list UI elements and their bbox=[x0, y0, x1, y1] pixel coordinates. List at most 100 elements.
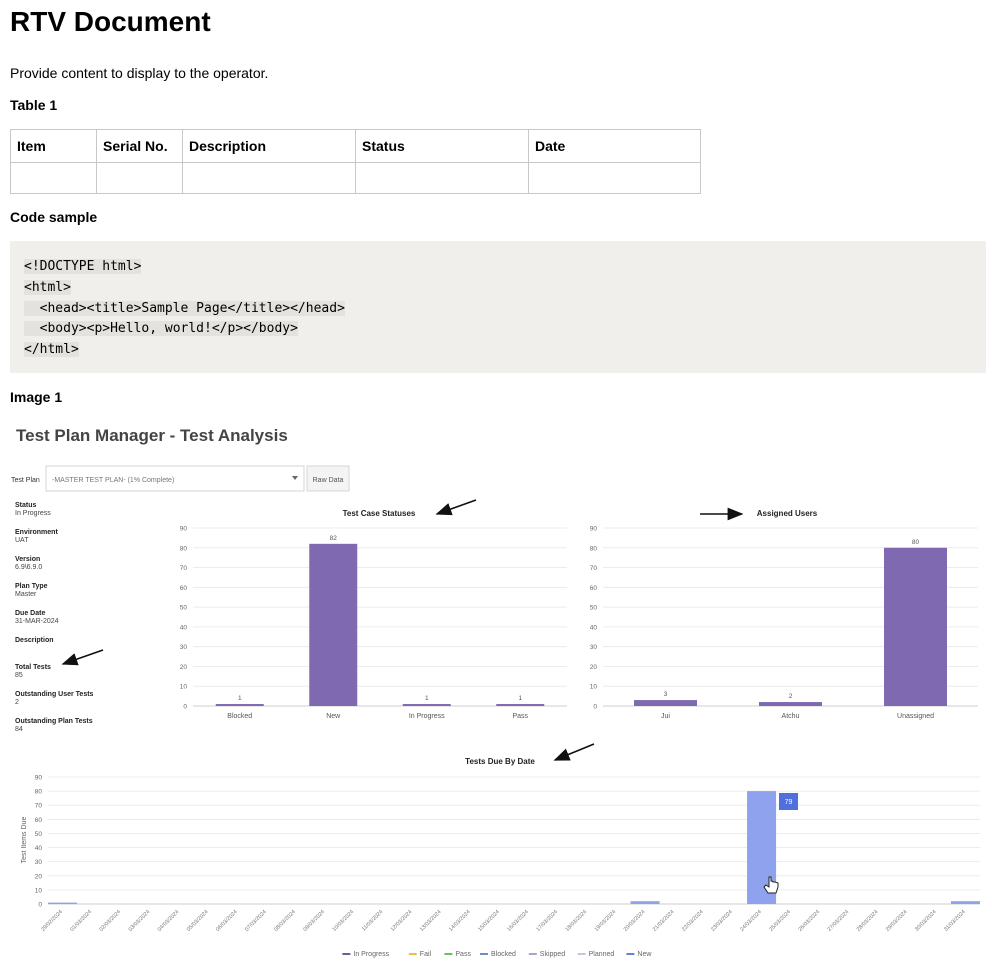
raw-data-button[interactable] bbox=[306, 465, 350, 492]
y-tick-label: 10 bbox=[35, 887, 43, 894]
x-tick-label: 17/03/2024 bbox=[535, 909, 559, 933]
detail-label: Outstanding User Tests bbox=[15, 691, 94, 698]
x-tick-label: 15/03/2024 bbox=[477, 909, 501, 933]
y-tick-label: 0 bbox=[183, 704, 187, 711]
x-tick-label: 05/03/2024 bbox=[186, 909, 210, 933]
x-tick-label: 27/03/2024 bbox=[827, 909, 851, 933]
x-tick-label: 23/03/2024 bbox=[710, 909, 734, 933]
x-tick-label: 25/03/2024 bbox=[768, 909, 792, 933]
x-tick-label: 21/03/2024 bbox=[652, 909, 676, 933]
x-tick-label: 24/03/2024 bbox=[739, 909, 763, 933]
legend-label[interactable]: Fail bbox=[420, 951, 432, 958]
table-cell[interactable] bbox=[182, 162, 356, 194]
y-tick-label: 80 bbox=[590, 545, 598, 552]
x-tick-label: 16/03/2024 bbox=[506, 909, 530, 933]
y-tick-label: 40 bbox=[590, 624, 598, 631]
test-case-statuses-chart: 0 10 20 30 40 50 60 70 80 90 1 Blocked 82 New 1 In Prog… bbox=[180, 526, 567, 720]
y-tick-label: 10 bbox=[180, 684, 188, 691]
y-tick-label: 90 bbox=[35, 775, 43, 782]
y-tick-label: 80 bbox=[35, 789, 43, 796]
table-cell[interactable] bbox=[528, 162, 701, 194]
bar bbox=[215, 704, 264, 706]
legend-label[interactable]: In Progress bbox=[353, 951, 389, 958]
x-tick-label: 07/03/2024 bbox=[244, 909, 268, 933]
detail-value: 85 bbox=[15, 672, 23, 679]
x-tick-label: 09/03/2024 bbox=[302, 909, 326, 933]
x-tick-label: 28/03/2024 bbox=[856, 909, 880, 933]
x-tick-label: 12/03/2024 bbox=[390, 909, 414, 933]
y-tick-label: 40 bbox=[35, 845, 43, 852]
bar bbox=[402, 704, 451, 706]
y-tick-label: 90 bbox=[590, 526, 598, 533]
detail-label: Plan Type bbox=[15, 583, 48, 590]
y-tick-label: 30 bbox=[35, 859, 43, 866]
table-cell[interactable] bbox=[10, 162, 97, 194]
bar-tooltip bbox=[779, 793, 798, 810]
bar-tooltip-value: 79 bbox=[785, 799, 793, 806]
y-tick-label: 60 bbox=[590, 585, 598, 592]
x-tick-label: In Progress bbox=[409, 713, 445, 720]
raw-data-button-label: Raw Data bbox=[313, 477, 344, 484]
legend-label[interactable]: Planned bbox=[589, 951, 615, 958]
code-line: </html> bbox=[24, 342, 79, 358]
detail-value: 84 bbox=[15, 726, 23, 733]
table-row bbox=[10, 162, 701, 194]
chart-title-test-case-statuses: Test Case Statuses bbox=[343, 509, 416, 518]
code-line: <!DOCTYPE html> bbox=[24, 259, 142, 274]
detail-value: Master bbox=[15, 591, 37, 598]
x-tick-label: Pass bbox=[512, 713, 528, 720]
detail-label: Due Date bbox=[15, 610, 45, 617]
table-cell[interactable] bbox=[96, 162, 183, 194]
table-label: Table 1 bbox=[10, 97, 58, 113]
bar bbox=[634, 700, 697, 706]
bar bbox=[884, 547, 947, 706]
chart-ylabel-tests-due: Test Items Due bbox=[21, 817, 28, 864]
y-tick-label: 10 bbox=[590, 684, 598, 691]
table-header-status: Status bbox=[355, 129, 529, 163]
y-tick-label: 0 bbox=[38, 902, 42, 909]
y-tick-label: 20 bbox=[35, 873, 43, 880]
detail-label: Outstanding Plan Tests bbox=[15, 718, 93, 725]
test-analysis-screenshot: Test Plan Manager - Test Analysis Test P… bbox=[11, 426, 980, 958]
x-tick-label: 22/03/2024 bbox=[681, 909, 705, 933]
x-tick-label: Jui bbox=[661, 713, 670, 720]
legend-label[interactable]: Skipped bbox=[540, 951, 565, 958]
bar-value-label: 1 bbox=[425, 695, 429, 702]
x-tick-label: 19/03/2024 bbox=[594, 909, 618, 933]
x-tick-label: New bbox=[326, 713, 341, 720]
x-tick-label: 10/03/2024 bbox=[332, 909, 356, 933]
code-label: Code sample bbox=[10, 209, 98, 225]
x-tick-label: 01/03/2024 bbox=[69, 909, 93, 933]
x-tick-label: Unassigned bbox=[897, 713, 934, 720]
code-line: <body><p>Hello, world!</p></body> bbox=[24, 321, 298, 337]
rtv-table: Item Serial No. Description Status Date bbox=[10, 129, 701, 194]
x-tick-label: Atchu bbox=[782, 713, 800, 720]
test-plan-select-value: -MASTER TEST PLAN- (1% Complete) bbox=[52, 477, 174, 484]
legend-label[interactable]: New bbox=[637, 951, 652, 958]
detail-label: Environment bbox=[15, 529, 58, 536]
y-tick-label: 80 bbox=[180, 545, 188, 552]
chart-title-assigned-users: Assigned Users bbox=[757, 509, 818, 518]
intro-text: Provide content to display to the operat… bbox=[10, 65, 269, 81]
y-tick-label: 50 bbox=[590, 605, 598, 612]
legend-label[interactable]: Pass bbox=[455, 951, 471, 958]
y-tick-label: 50 bbox=[35, 831, 43, 838]
code-line: <head><title>Sample Page</title></head> bbox=[24, 300, 345, 316]
table-header-serial: Serial No. bbox=[96, 129, 183, 163]
table-header-description: Description bbox=[182, 129, 356, 163]
x-tick-label: 31/03/2024 bbox=[943, 909, 967, 933]
y-tick-label: 50 bbox=[180, 605, 188, 612]
bar bbox=[309, 543, 358, 706]
x-tick-label: 29/02/2024 bbox=[40, 909, 64, 933]
detail-value: 2 bbox=[15, 699, 19, 706]
legend-label[interactable]: Blocked bbox=[491, 951, 516, 958]
screenshot-title: Test Plan Manager - Test Analysis bbox=[16, 426, 288, 445]
y-tick-label: 30 bbox=[180, 644, 188, 651]
table-header-item: Item bbox=[10, 129, 97, 163]
detail-label: Status bbox=[15, 502, 37, 509]
test-plan-select[interactable] bbox=[45, 465, 305, 492]
y-tick-label: 90 bbox=[180, 526, 188, 533]
table-cell[interactable] bbox=[355, 162, 529, 194]
